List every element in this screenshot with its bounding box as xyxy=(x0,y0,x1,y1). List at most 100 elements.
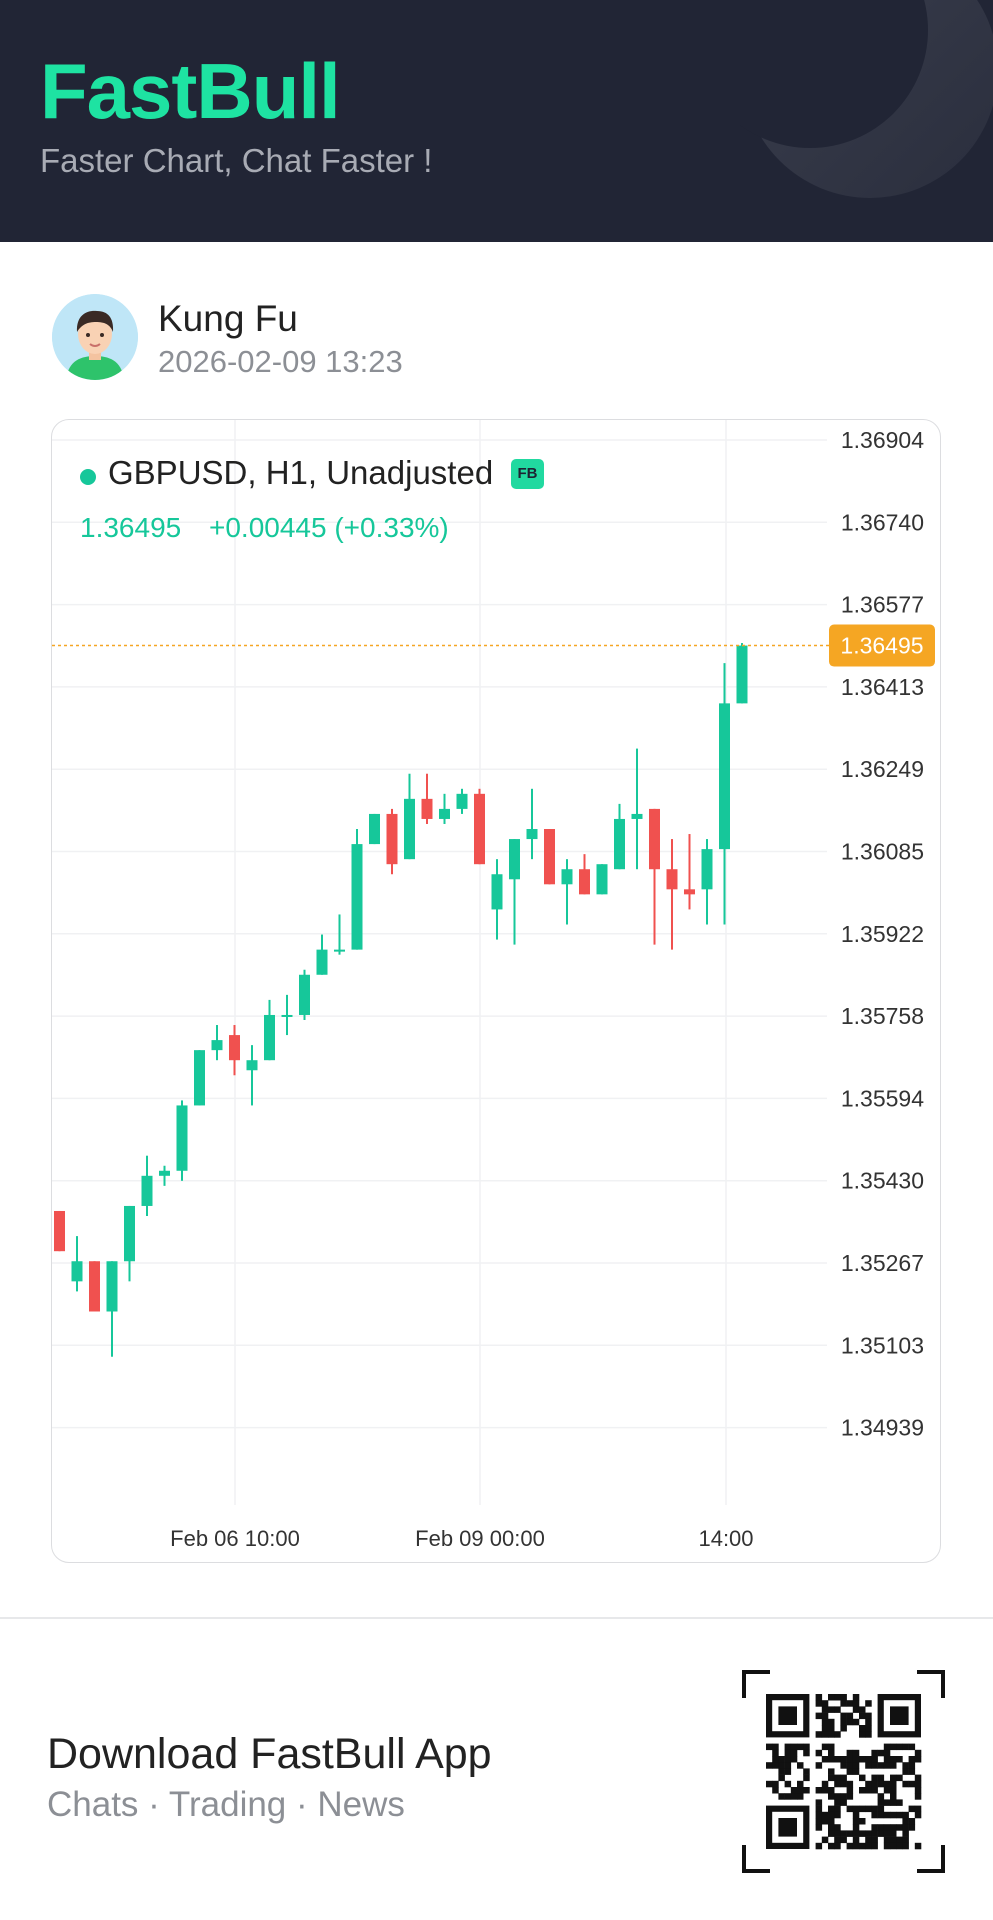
qr-module xyxy=(840,1830,847,1837)
qr-module xyxy=(852,1749,860,1757)
qr-module xyxy=(865,1830,872,1837)
candle-body xyxy=(649,808,660,870)
qr-module xyxy=(914,1756,922,1763)
qr-module xyxy=(828,1805,835,1813)
qr-module xyxy=(828,1706,835,1713)
qr-module xyxy=(840,1799,847,1806)
qr-module xyxy=(871,1811,878,1819)
username[interactable]: Kung Fu xyxy=(158,298,298,339)
current-price-label: 1.36495 xyxy=(840,633,923,659)
qr-module xyxy=(914,1811,922,1819)
qr-module xyxy=(803,1743,810,1751)
qr-module xyxy=(840,1718,847,1726)
qr-module xyxy=(865,1836,872,1844)
qr-module xyxy=(896,1842,903,1850)
qr-module xyxy=(821,1780,829,1788)
candlestick-chart[interactable]: 1.36904 1.36740 1.36577 1.36413 1.36249 1.360… xyxy=(52,420,941,1563)
brand-logo: FastBull xyxy=(40,47,341,135)
qr-module xyxy=(821,1700,829,1707)
candle-body xyxy=(89,1261,100,1312)
qr-module xyxy=(834,1805,841,1813)
qr-module xyxy=(877,1774,885,1782)
qr-module xyxy=(914,1780,922,1788)
qr-module xyxy=(797,1787,804,1794)
candle-body xyxy=(701,849,713,890)
qr-module xyxy=(902,1824,909,1831)
candle-body xyxy=(264,1014,275,1061)
candle-body xyxy=(124,1205,135,1262)
x-tick-label: 14:00 xyxy=(698,1526,753,1551)
candle-body xyxy=(421,798,433,819)
qr-module xyxy=(797,1743,804,1751)
candle-body xyxy=(54,1210,65,1252)
qr-module xyxy=(859,1756,866,1763)
qr-module xyxy=(846,1718,854,1726)
qr-module xyxy=(896,1774,903,1782)
qr-module xyxy=(871,1836,878,1844)
qr-module xyxy=(865,1805,872,1813)
qr-module xyxy=(821,1718,829,1726)
qr-module xyxy=(852,1700,860,1707)
qr-module xyxy=(821,1811,829,1819)
qr-module xyxy=(834,1830,841,1837)
avatar[interactable] xyxy=(52,294,138,380)
qr-module xyxy=(852,1830,860,1837)
candle-body xyxy=(456,793,468,809)
qr-module xyxy=(821,1706,829,1713)
qr-module xyxy=(828,1824,835,1831)
qr-module xyxy=(834,1842,841,1850)
qr-module xyxy=(871,1842,878,1850)
qr-module xyxy=(902,1743,909,1751)
qr-module xyxy=(865,1725,872,1732)
candle-body xyxy=(369,813,380,845)
qr-module xyxy=(821,1787,829,1794)
qr-module xyxy=(815,1731,823,1738)
qr-module xyxy=(877,1830,885,1837)
instrument-title: GBPUSD, H1, Unadjusted xyxy=(108,454,494,491)
candle-body xyxy=(666,869,678,890)
candle-body xyxy=(71,1261,83,1282)
qr-module xyxy=(883,1842,891,1850)
qr-module xyxy=(865,1780,872,1788)
qr-module xyxy=(766,1762,773,1769)
qr-module xyxy=(877,1762,885,1769)
qr-module xyxy=(865,1756,872,1763)
qr-module xyxy=(890,1830,897,1837)
candle-body xyxy=(106,1261,118,1312)
qr-code[interactable] xyxy=(742,1670,945,1873)
qr-module xyxy=(840,1712,847,1720)
qr-module xyxy=(865,1700,872,1707)
candle-body xyxy=(736,645,748,704)
qr-module xyxy=(908,1756,916,1763)
qr-module xyxy=(834,1774,841,1782)
qr-module xyxy=(840,1780,847,1788)
qr-module xyxy=(859,1830,866,1837)
qr-module xyxy=(815,1700,823,1707)
qr-module xyxy=(846,1762,854,1769)
qr-module xyxy=(778,1762,785,1769)
chart-card[interactable]: 1.36904 1.36740 1.36577 1.36413 1.36249 1.360… xyxy=(51,419,941,1563)
qr-module xyxy=(784,1743,792,1751)
qr-module xyxy=(846,1842,854,1850)
qr-module xyxy=(914,1842,922,1850)
qr-module xyxy=(803,1774,810,1782)
candle-body xyxy=(526,829,538,840)
qr-module xyxy=(834,1799,841,1806)
qr-module xyxy=(815,1799,823,1806)
qr-module xyxy=(834,1756,841,1763)
qr-module xyxy=(871,1780,878,1788)
qr-module xyxy=(914,1805,922,1813)
qr-module xyxy=(859,1818,866,1825)
qr-finder-core xyxy=(890,1706,909,1725)
qr-module xyxy=(852,1824,860,1831)
qr-module xyxy=(803,1768,810,1775)
y-tick-label: 1.35594 xyxy=(841,1085,924,1111)
qr-module xyxy=(821,1818,829,1825)
qr-module xyxy=(883,1756,891,1763)
qr-module xyxy=(914,1793,922,1800)
qr-module xyxy=(840,1756,847,1763)
section-divider xyxy=(0,1617,993,1619)
qr-module xyxy=(784,1749,792,1757)
qr-module xyxy=(828,1818,835,1825)
qr-module xyxy=(766,1780,773,1788)
